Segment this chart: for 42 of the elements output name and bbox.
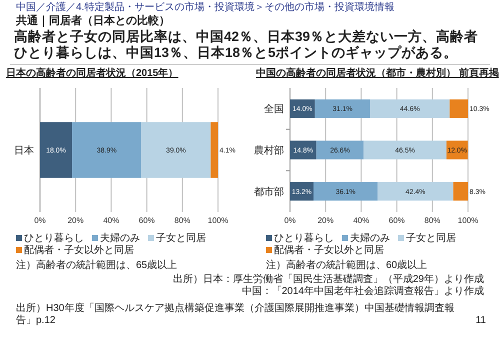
y-tick-label: 都市部 xyxy=(254,186,284,198)
bar xyxy=(210,122,218,178)
chart-title: 中国の高齢者の同居者状況（都市・農村別） 前頁再掲 xyxy=(256,68,499,80)
chart-title: 日本の高齢者の同居者状況（2015年） xyxy=(6,68,178,80)
x-tick-label: 80% xyxy=(424,216,440,225)
x-tick-label: 100% xyxy=(208,216,228,225)
legend-label: 夫婦のみ xyxy=(349,233,390,245)
bar xyxy=(72,122,142,178)
y-tick-label: 日本 xyxy=(14,144,34,156)
legend-label: 子女と同居 xyxy=(405,233,456,245)
x-tick-label: 0% xyxy=(284,216,296,225)
text: 中国：「2014年中国老年社会追踪调查報告」より作成 xyxy=(242,286,484,298)
text: 注）高齢者の統計範囲は、60歳以上 xyxy=(266,260,428,272)
bar xyxy=(364,140,446,160)
x-tick-label: 40% xyxy=(353,216,370,225)
legend-label: ひとり暮らし xyxy=(273,233,334,244)
legend-label: 配偶者・子女以外と同居 xyxy=(273,245,384,257)
x-tick-label: 20% xyxy=(318,216,334,225)
text: 11 xyxy=(476,315,486,327)
legend-label: 子女と同居 xyxy=(155,233,206,245)
text: 中国／介護／4.特定製品・サービスの市場・投資環境＞その他の市場・投資環境情報 xyxy=(16,2,394,14)
legend-label: 配偶者・子女以外と同居 xyxy=(23,245,134,257)
text: 共通｜同居者（日本との比較） xyxy=(16,15,170,28)
y-tick-label: 農村部 xyxy=(254,144,284,156)
legend-label: ひとり暮らし xyxy=(23,233,84,244)
x-tick-label: 40% xyxy=(103,216,120,225)
bar xyxy=(453,182,468,201)
text: 出所）日本：厚生労働省「国民生活基礎調査」（平成29年）より作成 xyxy=(172,274,484,286)
bar xyxy=(141,122,211,178)
x-tick-label: 0% xyxy=(34,216,46,225)
text: 高齢者と子女の同居比率は、中国42％、日本39％と大差ない一方、高齢者ひとり暮らしは、中国13％、日本18％と5ポイントのギャップがある。 xyxy=(14,29,480,61)
bar xyxy=(450,99,468,118)
y-tick-label: 全国 xyxy=(264,103,284,116)
text: 出所）H30年度「国際ヘルスケア拠点構築促進事業（介護国際展開推進事業）中国基礎情報調査報告」p.12 xyxy=(16,303,456,327)
bar xyxy=(40,122,72,178)
legend-label: 夫婦のみ xyxy=(99,233,140,245)
x-tick-label: 100% xyxy=(458,216,478,225)
x-tick-label: 60% xyxy=(138,216,155,225)
x-tick-label: 80% xyxy=(174,216,190,225)
x-tick-label: 60% xyxy=(388,216,405,225)
x-tick-label: 20% xyxy=(68,216,84,225)
text: 注）高齢者の統計範囲は、65歳以上 xyxy=(16,260,178,272)
